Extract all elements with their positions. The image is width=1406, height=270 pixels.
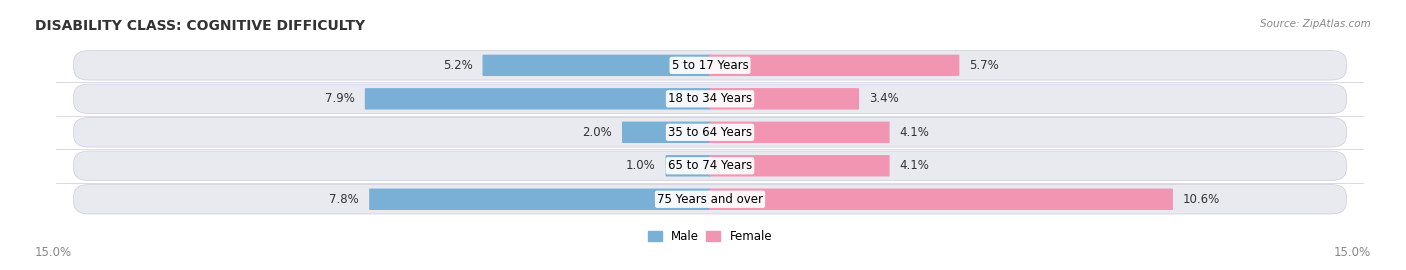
FancyBboxPatch shape xyxy=(482,55,711,76)
Text: 15.0%: 15.0% xyxy=(1334,246,1371,259)
FancyBboxPatch shape xyxy=(709,122,890,143)
FancyBboxPatch shape xyxy=(364,88,711,110)
FancyBboxPatch shape xyxy=(621,122,711,143)
Text: 10.6%: 10.6% xyxy=(1182,193,1220,206)
Text: 15.0%: 15.0% xyxy=(35,246,72,259)
Text: 7.9%: 7.9% xyxy=(325,92,354,105)
Text: 35 to 64 Years: 35 to 64 Years xyxy=(668,126,752,139)
Text: 7.8%: 7.8% xyxy=(329,193,359,206)
Text: DISABILITY CLASS: COGNITIVE DIFFICULTY: DISABILITY CLASS: COGNITIVE DIFFICULTY xyxy=(35,19,366,33)
Text: 4.1%: 4.1% xyxy=(900,126,929,139)
Text: 4.1%: 4.1% xyxy=(900,159,929,172)
FancyBboxPatch shape xyxy=(73,117,1347,147)
Text: 2.0%: 2.0% xyxy=(582,126,612,139)
FancyBboxPatch shape xyxy=(709,155,890,177)
FancyBboxPatch shape xyxy=(709,55,959,76)
Text: Source: ZipAtlas.com: Source: ZipAtlas.com xyxy=(1260,19,1371,29)
FancyBboxPatch shape xyxy=(73,50,1347,80)
FancyBboxPatch shape xyxy=(370,188,711,210)
FancyBboxPatch shape xyxy=(73,84,1347,114)
Text: 18 to 34 Years: 18 to 34 Years xyxy=(668,92,752,105)
Text: 75 Years and over: 75 Years and over xyxy=(657,193,763,206)
Text: 5 to 17 Years: 5 to 17 Years xyxy=(672,59,748,72)
FancyBboxPatch shape xyxy=(73,184,1347,214)
Text: 5.7%: 5.7% xyxy=(969,59,1000,72)
Text: 65 to 74 Years: 65 to 74 Years xyxy=(668,159,752,172)
Legend: Male, Female: Male, Female xyxy=(644,227,776,247)
FancyBboxPatch shape xyxy=(709,188,1173,210)
FancyBboxPatch shape xyxy=(709,88,859,110)
FancyBboxPatch shape xyxy=(665,155,711,177)
Text: 3.4%: 3.4% xyxy=(869,92,898,105)
Text: 1.0%: 1.0% xyxy=(626,159,655,172)
Text: 5.2%: 5.2% xyxy=(443,59,472,72)
FancyBboxPatch shape xyxy=(73,151,1347,181)
